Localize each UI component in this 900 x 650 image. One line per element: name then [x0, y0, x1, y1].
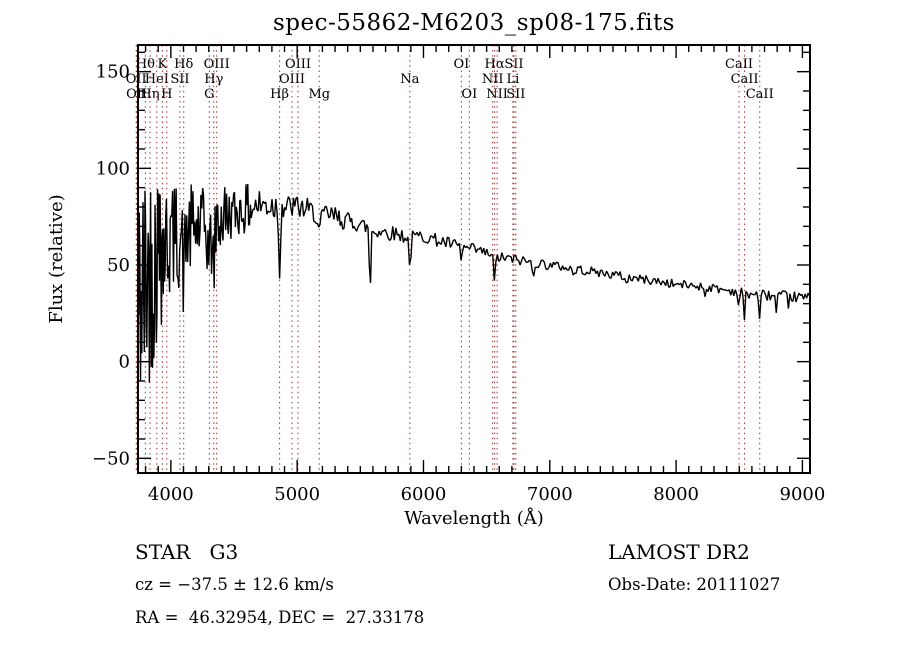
spectral-line-label: Na	[400, 72, 419, 87]
y-tick-label: −50	[92, 448, 130, 469]
x-tick-label: 9000	[780, 484, 826, 505]
x-tick-label: 8000	[653, 484, 699, 505]
spectral-line-label: SII	[506, 87, 525, 102]
spectral-line-label: Hδ	[174, 57, 193, 72]
spectral-line-label: H	[161, 87, 172, 102]
y-axis-label: Flux (relative)	[46, 194, 67, 323]
survey-release-label: LAMOST DR2	[608, 540, 750, 564]
x-axis-label: Wavelength (Å)	[404, 507, 544, 529]
spectral-line-label: K	[158, 57, 168, 72]
spectral-line-label: SII	[170, 72, 189, 87]
spectral-line-label: OIII	[204, 57, 230, 72]
y-tick-label: 150	[96, 62, 130, 83]
y-tick-label: 0	[119, 352, 130, 373]
spectral-line-label: CaII	[731, 72, 759, 87]
ra-dec-label: RA = 46.32954, DEC = 27.33178	[135, 608, 425, 627]
obs-date-label: Obs-Date: 20111027	[608, 575, 781, 594]
x-tick-label: 4000	[148, 484, 194, 505]
spectral-line-label: SII	[504, 57, 523, 72]
spectral-line-label: HeI	[145, 72, 169, 87]
spectral-line-label: G	[204, 87, 214, 102]
spectral-line-label: CaII	[746, 87, 774, 102]
x-tick-label: 5000	[274, 484, 320, 505]
y-tick-label: 50	[107, 255, 130, 276]
spectrum-trace	[137, 184, 811, 383]
spectral-line-label: Mg	[308, 87, 330, 102]
x-tick-label: 6000	[401, 484, 447, 505]
object-class-label: STAR G3	[135, 540, 239, 564]
spectral-line-label: Hα	[485, 57, 505, 72]
spectral-line-label: OII	[126, 72, 147, 87]
spectral-line-label: OI	[453, 57, 469, 72]
plot-title: spec-55862-M6203_sp08-175.fits	[272, 10, 675, 36]
spectral-line-label: NII	[482, 72, 504, 87]
spectral-line-label: Hγ	[204, 72, 223, 87]
y-tick-label: 100	[96, 158, 130, 179]
spectral-line-label: OIII	[279, 72, 305, 87]
spectral-line-label: Hη	[140, 87, 159, 102]
x-tick-label: 7000	[527, 484, 573, 505]
spectral-line-label: CaII	[725, 57, 753, 72]
spectral-line-label: OI	[461, 87, 477, 102]
spectral-line-label: Hβ	[270, 87, 289, 102]
plot-frame	[137, 44, 811, 474]
radial-velocity-label: cz = −37.5 ± 12.6 km/s	[135, 575, 334, 594]
spectral-line-label: Li	[507, 72, 520, 87]
spectral-line-label: NII	[486, 87, 508, 102]
spectral-line-label: OIII	[285, 57, 311, 72]
